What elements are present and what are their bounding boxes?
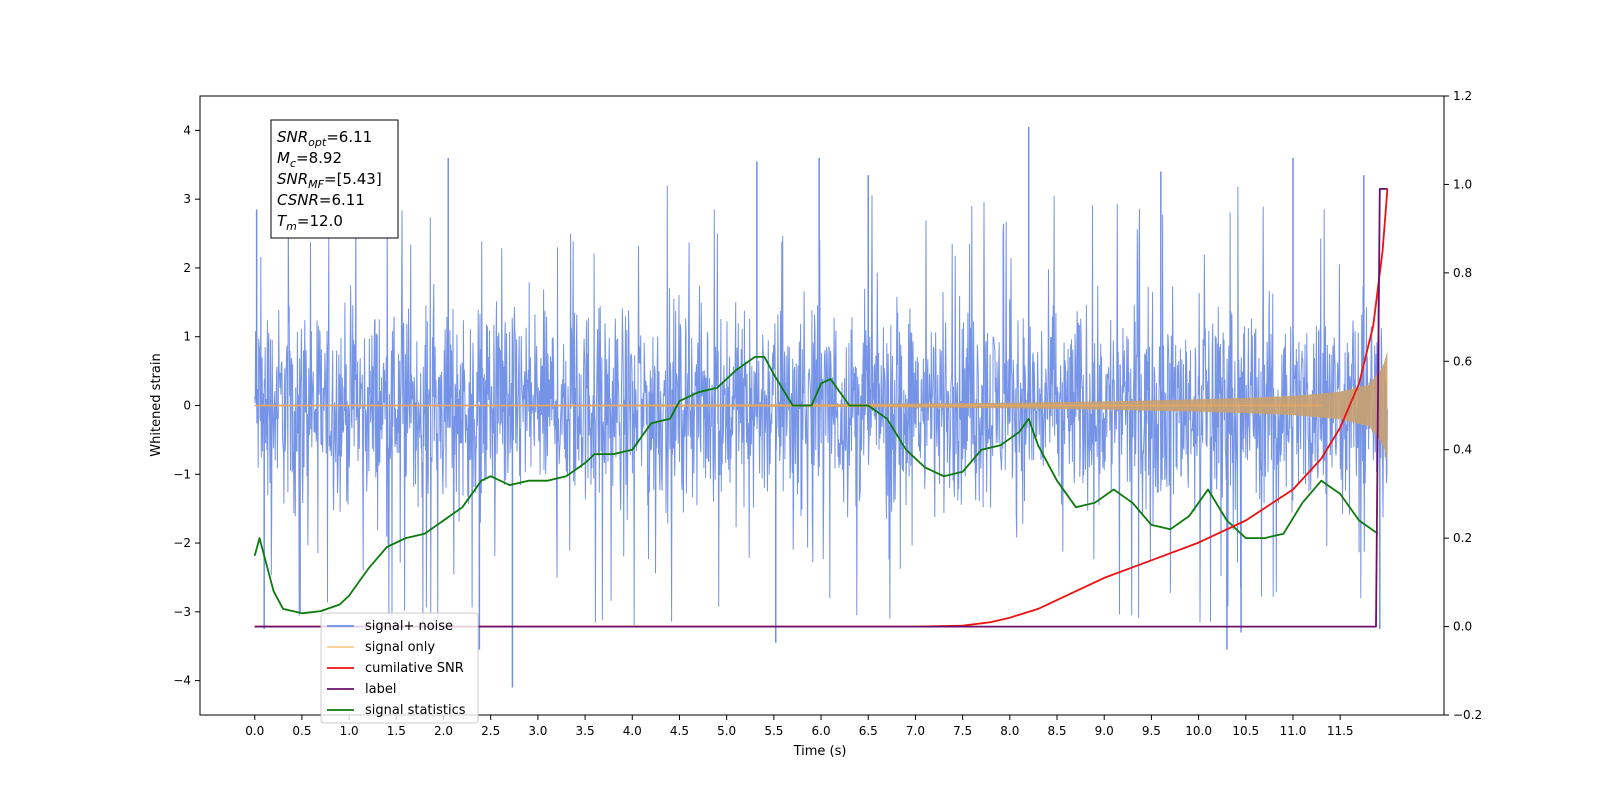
- x-tick-label: 3.5: [576, 724, 595, 738]
- x-tick-label: 0.0: [245, 724, 264, 738]
- x-tick-label: 6.0: [812, 724, 831, 738]
- x-tick-label: 3.0: [528, 724, 547, 738]
- legend-entry-label: signal statistics: [365, 703, 466, 718]
- x-tick-label: 11.0: [1280, 724, 1307, 738]
- y2-tick-label: 1.2: [1453, 89, 1472, 103]
- y-axis-left: −4 −3 −2 −1 0 1 2 3 4: [173, 123, 200, 688]
- y-tick-label: 2: [183, 261, 191, 275]
- x-tick-label: 11.5: [1327, 724, 1354, 738]
- x-tick-label: 6.5: [859, 724, 878, 738]
- y-tick-label: −3: [173, 605, 191, 619]
- annotation-line: Tm=12.0: [277, 212, 343, 233]
- x-tick-label: 2.0: [434, 724, 453, 738]
- x-tick-label: 1.5: [387, 724, 406, 738]
- y-axis-label: Whitened strain: [149, 353, 164, 456]
- x-tick-label: 10.5: [1232, 724, 1259, 738]
- annotation-line: CSNR=6.11: [277, 191, 365, 209]
- y-tick-label: 3: [183, 192, 191, 206]
- plot-area: [253, 126, 1389, 688]
- x-tick-label: 5.5: [764, 724, 783, 738]
- x-tick-label: 10.0: [1185, 724, 1212, 738]
- signal-plus-noise-line: [254, 185, 1388, 626]
- y2-tick-label: 0.2: [1453, 531, 1472, 545]
- x-tick-label: 7.5: [953, 724, 972, 738]
- y2-tick-label: −0.2: [1453, 708, 1482, 722]
- annotation-line: SNRMF=[5.43]: [277, 170, 382, 191]
- x-axis-label: Time (s): [793, 744, 847, 759]
- x-tick-label: 9.5: [1142, 724, 1161, 738]
- y-axis-right: −0.2 0.0 0.2 0.4 0.6 0.8 1.0 1.2: [1444, 89, 1482, 722]
- x-tick-label: 9.0: [1095, 724, 1114, 738]
- legend: signal+ noise signal only cumilative SNR la…: [320, 612, 479, 724]
- x-tick-label: 8.5: [1047, 724, 1066, 738]
- y2-tick-label: 0.6: [1453, 354, 1472, 368]
- legend-entry-label: signal+ noise: [365, 619, 453, 634]
- x-tick-label: 4.5: [670, 724, 689, 738]
- legend-entry-label: cumilative SNR: [365, 661, 464, 676]
- right-axis-series: [253, 188, 1389, 628]
- y-tick-label: 4: [183, 123, 191, 137]
- legend-entry-label: signal only: [365, 640, 435, 655]
- x-tick-label: 4.0: [623, 724, 642, 738]
- x-tick-label: 2.5: [481, 724, 500, 738]
- x-axis: 0.0 0.5 1.0 1.5 2.0 2.5 3.0 3.5 4.0 4.5 5.0 5.5 6.0 6…: [245, 715, 1354, 738]
- y2-tick-label: 0.0: [1453, 620, 1472, 634]
- signal-only-series: [254, 350, 1388, 461]
- annotation-line: SNRopt=6.11: [277, 128, 372, 149]
- y-tick-label: −1: [173, 467, 191, 481]
- x-tick-label: 7.0: [906, 724, 925, 738]
- y2-tick-label: 1.0: [1453, 177, 1472, 191]
- legend-frame: [320, 612, 479, 724]
- y-tick-label: −2: [173, 536, 191, 550]
- annotation-frame: [270, 119, 399, 239]
- y-tick-label: −4: [173, 674, 191, 688]
- x-tick-label: 8.0: [1000, 724, 1019, 738]
- y-tick-label: 1: [183, 330, 191, 344]
- label-line: [254, 188, 1388, 628]
- legend-entry-label: label: [365, 682, 396, 697]
- x-tick-label: 0.5: [292, 724, 311, 738]
- signal-plus-noise-series: [254, 126, 1388, 688]
- x-tick-label: 1.0: [340, 724, 359, 738]
- y-tick-label: 0: [183, 399, 191, 413]
- y2-tick-label: 0.8: [1453, 266, 1472, 280]
- signal-statistics-line: [253, 356, 1379, 615]
- annotation-line: Mc=8.92: [277, 149, 342, 170]
- cumulative-snr-line: [254, 188, 1389, 628]
- y2-tick-label: 0.4: [1453, 443, 1472, 457]
- x-tick-label: 5.0: [717, 724, 736, 738]
